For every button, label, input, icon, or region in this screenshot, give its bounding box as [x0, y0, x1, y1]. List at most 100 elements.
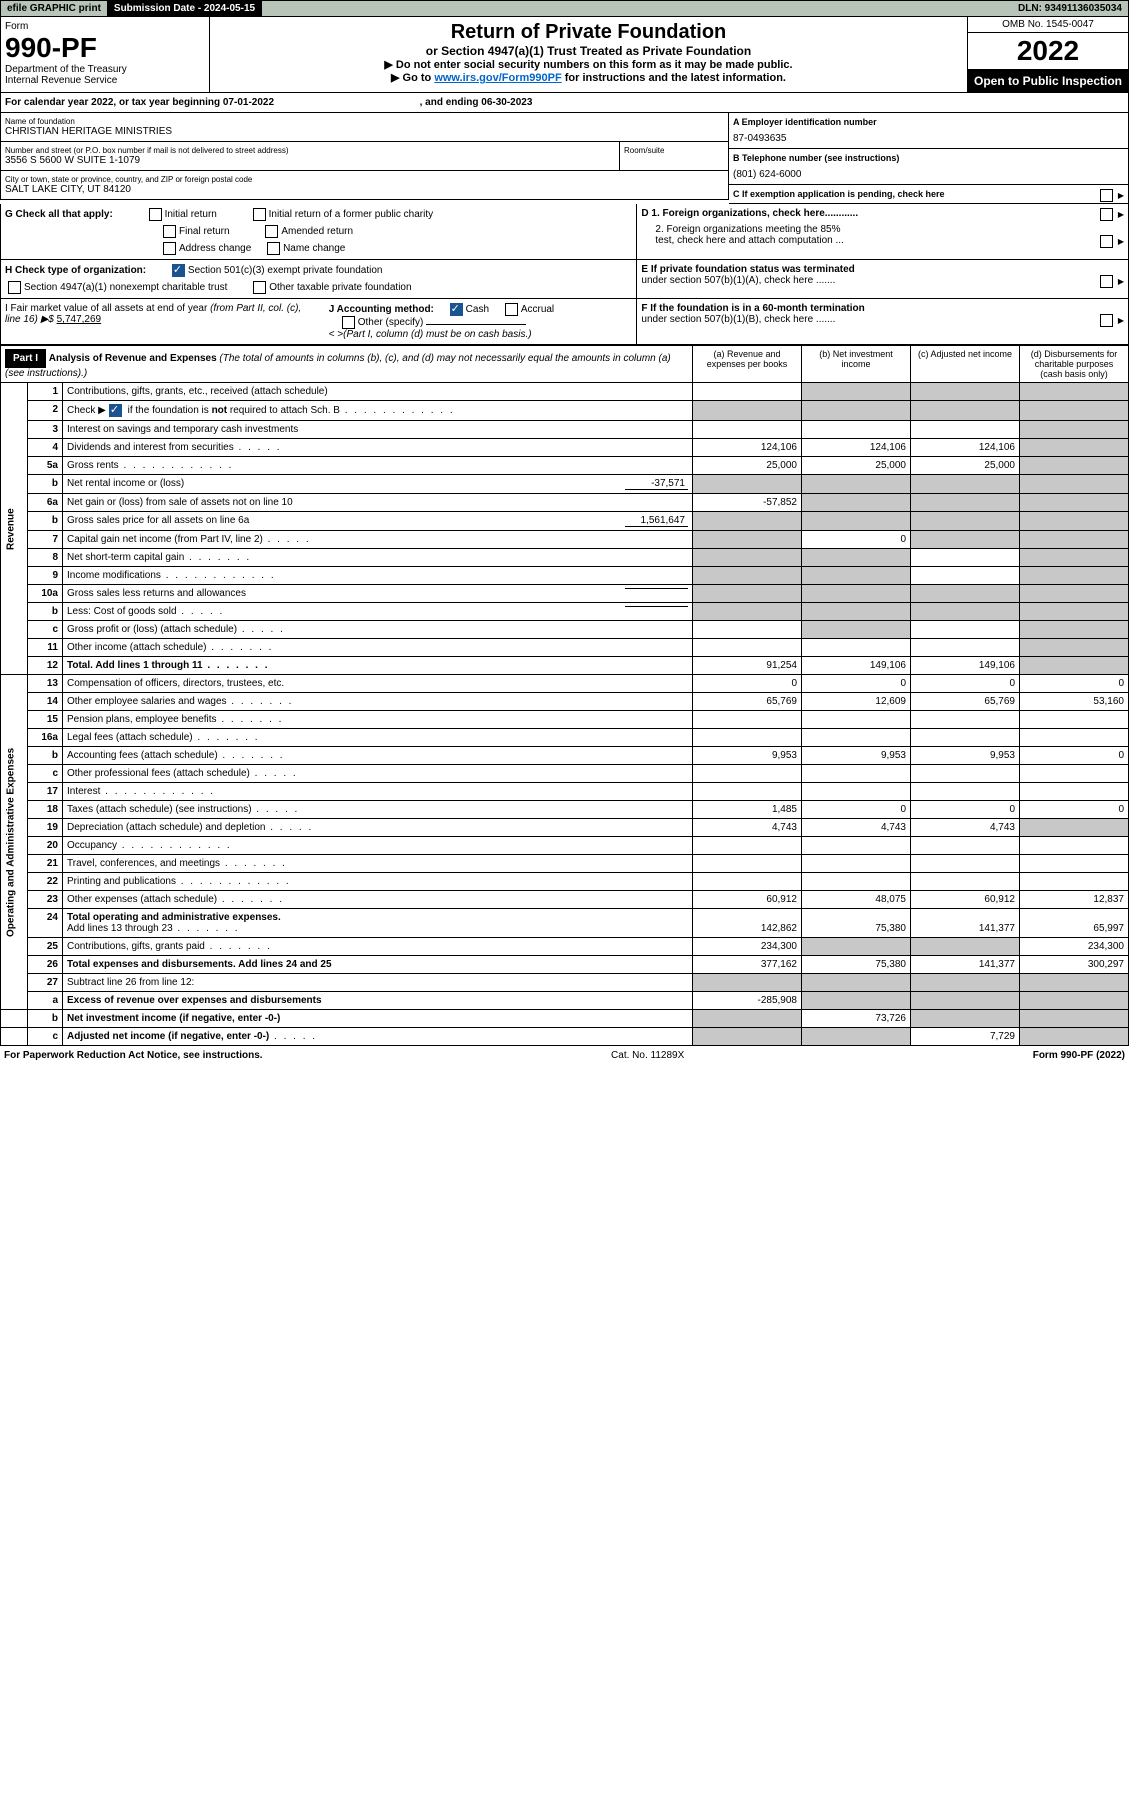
efile-print[interactable]: efile GRAPHIC print — [1, 1, 108, 16]
part1-label: Part I — [5, 349, 46, 368]
j-label: J Accounting method: — [329, 304, 434, 315]
e-box: E If private foundation status was termi… — [637, 260, 1129, 299]
g-o4: Amended return — [281, 226, 353, 237]
j-o1: Cash — [466, 304, 489, 315]
g-address-checkbox[interactable] — [163, 242, 176, 255]
g-name-checkbox[interactable] — [267, 242, 280, 255]
ein: 87-0493635 — [733, 133, 1124, 144]
j-accrual-checkbox[interactable] — [505, 303, 518, 316]
g-o6: Name change — [283, 243, 345, 254]
j-cash-checkbox[interactable] — [450, 303, 463, 316]
row-16c: Other professional fees (attach schedule… — [63, 765, 693, 783]
row-9: Income modifications — [63, 567, 693, 585]
row-22: Printing and publications — [63, 873, 693, 891]
form-title: Return of Private Foundation — [214, 21, 963, 44]
h-4947-checkbox[interactable] — [8, 281, 21, 294]
period-begin: For calendar year 2022, or tax year begi… — [5, 97, 274, 108]
footer-mid: Cat. No. 11289X — [611, 1050, 684, 1061]
row-8: Net short-term capital gain — [63, 549, 693, 567]
submission-date: Submission Date - 2024-05-15 — [108, 1, 262, 16]
h-other-checkbox[interactable] — [253, 281, 266, 294]
j-o2: Accrual — [521, 304, 554, 315]
form-number: 990-PF — [5, 32, 205, 64]
g-o5: Address change — [179, 243, 251, 254]
h-o3: Other taxable private foundation — [269, 282, 411, 293]
f-box: F If the foundation is in a 60-month ter… — [637, 299, 1129, 345]
ein-label: A Employer identification number — [733, 117, 1124, 127]
form-subtitle: or Section 4947(a)(1) Trust Treated as P… — [214, 44, 963, 58]
g-o1: Initial return — [165, 209, 217, 220]
col-b-hdr: (b) Net investment income — [802, 346, 911, 383]
g-amended-checkbox[interactable] — [265, 225, 278, 238]
i-value: 5,747,269 — [57, 314, 102, 325]
row-2: Check ▶ if the foundation is not require… — [63, 401, 693, 421]
instr-1: ▶ Do not enter social security numbers o… — [214, 58, 963, 71]
row-6b: Gross sales price for all assets on line… — [63, 512, 693, 531]
row-18: Taxes (attach schedule) (see instruction… — [63, 801, 693, 819]
g-box: G Check all that apply: Initial return I… — [0, 204, 637, 260]
row-5b: Net rental income or (loss) -37,571 — [63, 475, 693, 494]
part1-table: Part I Analysis of Revenue and Expenses … — [0, 345, 1129, 1046]
d2-checkbox[interactable] — [1100, 235, 1113, 248]
h-501c3-checkbox[interactable] — [172, 264, 185, 277]
row-21: Travel, conferences, and meetings — [63, 855, 693, 873]
phone: (801) 624-6000 — [733, 169, 1124, 180]
g-initial-public-checkbox[interactable] — [253, 208, 266, 221]
h-box: H Check type of organization: Section 50… — [0, 260, 637, 299]
footer-right: Form 990-PF (2022) — [1033, 1050, 1125, 1061]
tax-year: 2022 — [968, 33, 1128, 70]
g-o3: Final return — [179, 226, 230, 237]
form-link[interactable]: www.irs.gov/Form990PF — [434, 72, 561, 84]
j-o3: Other (specify) — [358, 317, 424, 328]
footer-left: For Paperwork Reduction Act Notice, see … — [4, 1050, 263, 1061]
row-16b: Accounting fees (attach schedule) — [63, 747, 693, 765]
city-label: City or town, state or province, country… — [5, 175, 724, 184]
row-5a: Gross rents — [63, 457, 693, 475]
row-11: Other income (attach schedule) — [63, 639, 693, 657]
row-19: Depreciation (attach schedule) and deple… — [63, 819, 693, 837]
schb-checkbox[interactable] — [109, 404, 122, 417]
j-note: (Part I, column (d) must be on cash basi… — [343, 329, 531, 340]
c-box: C If exemption application is pending, c… — [729, 185, 1129, 204]
instr-2-pre: ▶ Go to — [391, 72, 434, 84]
row-17: Interest — [63, 783, 693, 801]
row-13: Compensation of officers, directors, tru… — [63, 675, 693, 693]
h-label: H Check type of organization: — [5, 265, 146, 276]
row-4: Dividends and interest from securities — [63, 439, 693, 457]
h-o1: Section 501(c)(3) exempt private foundat… — [188, 265, 383, 276]
foundation-name: CHRISTIAN HERITAGE MINISTRIES — [5, 126, 724, 137]
e2-label: under section 507(b)(1)(A), check here .… — [641, 275, 835, 286]
c-label: C If exemption application is pending, c… — [733, 189, 945, 199]
city: SALT LAKE CITY, UT 84120 — [5, 184, 724, 195]
ein-box: A Employer identification number 87-0493… — [729, 113, 1129, 149]
expenses-side: Operating and Administrative Expenses — [1, 675, 28, 1010]
d1-checkbox[interactable] — [1100, 208, 1113, 221]
ij-row: I Fair market value of all assets at end… — [0, 299, 637, 345]
form-word: Form — [5, 21, 205, 32]
e-checkbox[interactable] — [1100, 275, 1113, 288]
form-year-block: OMB No. 1545-0047 2022 Open to Public In… — [967, 17, 1128, 92]
i-label-text: I Fair market value of all assets at end… — [5, 303, 301, 314]
footer: For Paperwork Reduction Act Notice, see … — [0, 1046, 1129, 1065]
col-d-hdr: (d) Disbursements for charitable purpose… — [1020, 346, 1129, 383]
row-27b: Net investment income (if negative, ente… — [63, 1010, 693, 1028]
f-checkbox[interactable] — [1100, 314, 1113, 327]
instr-2: ▶ Go to www.irs.gov/Form990PF for instru… — [214, 71, 963, 84]
row-7: Capital gain net income (from Part IV, l… — [63, 531, 693, 549]
row-1: Contributions, gifts, grants, etc., rece… — [63, 383, 693, 401]
room-box: Room/suite — [620, 142, 729, 171]
phone-box: B Telephone number (see instructions) (8… — [729, 149, 1129, 185]
row-10a: Gross sales less returns and allowances — [63, 585, 693, 603]
open-inspection: Open to Public Inspection — [968, 70, 1128, 92]
j-other-checkbox[interactable] — [342, 316, 355, 329]
c-checkbox[interactable] — [1100, 189, 1113, 202]
instr-2-post: for instructions and the latest informat… — [562, 72, 786, 84]
row-26: Total expenses and disbursements. Add li… — [63, 956, 693, 974]
d2b-label: test, check here and attach computation … — [655, 235, 843, 246]
row-3: Interest on savings and temporary cash i… — [63, 421, 693, 439]
dln: DLN: 93491136035034 — [1012, 1, 1128, 16]
g-final-checkbox[interactable] — [163, 225, 176, 238]
name-label: Name of foundation — [5, 117, 724, 126]
g-o2: Initial return of a former public charit… — [269, 209, 434, 220]
g-initial-checkbox[interactable] — [149, 208, 162, 221]
